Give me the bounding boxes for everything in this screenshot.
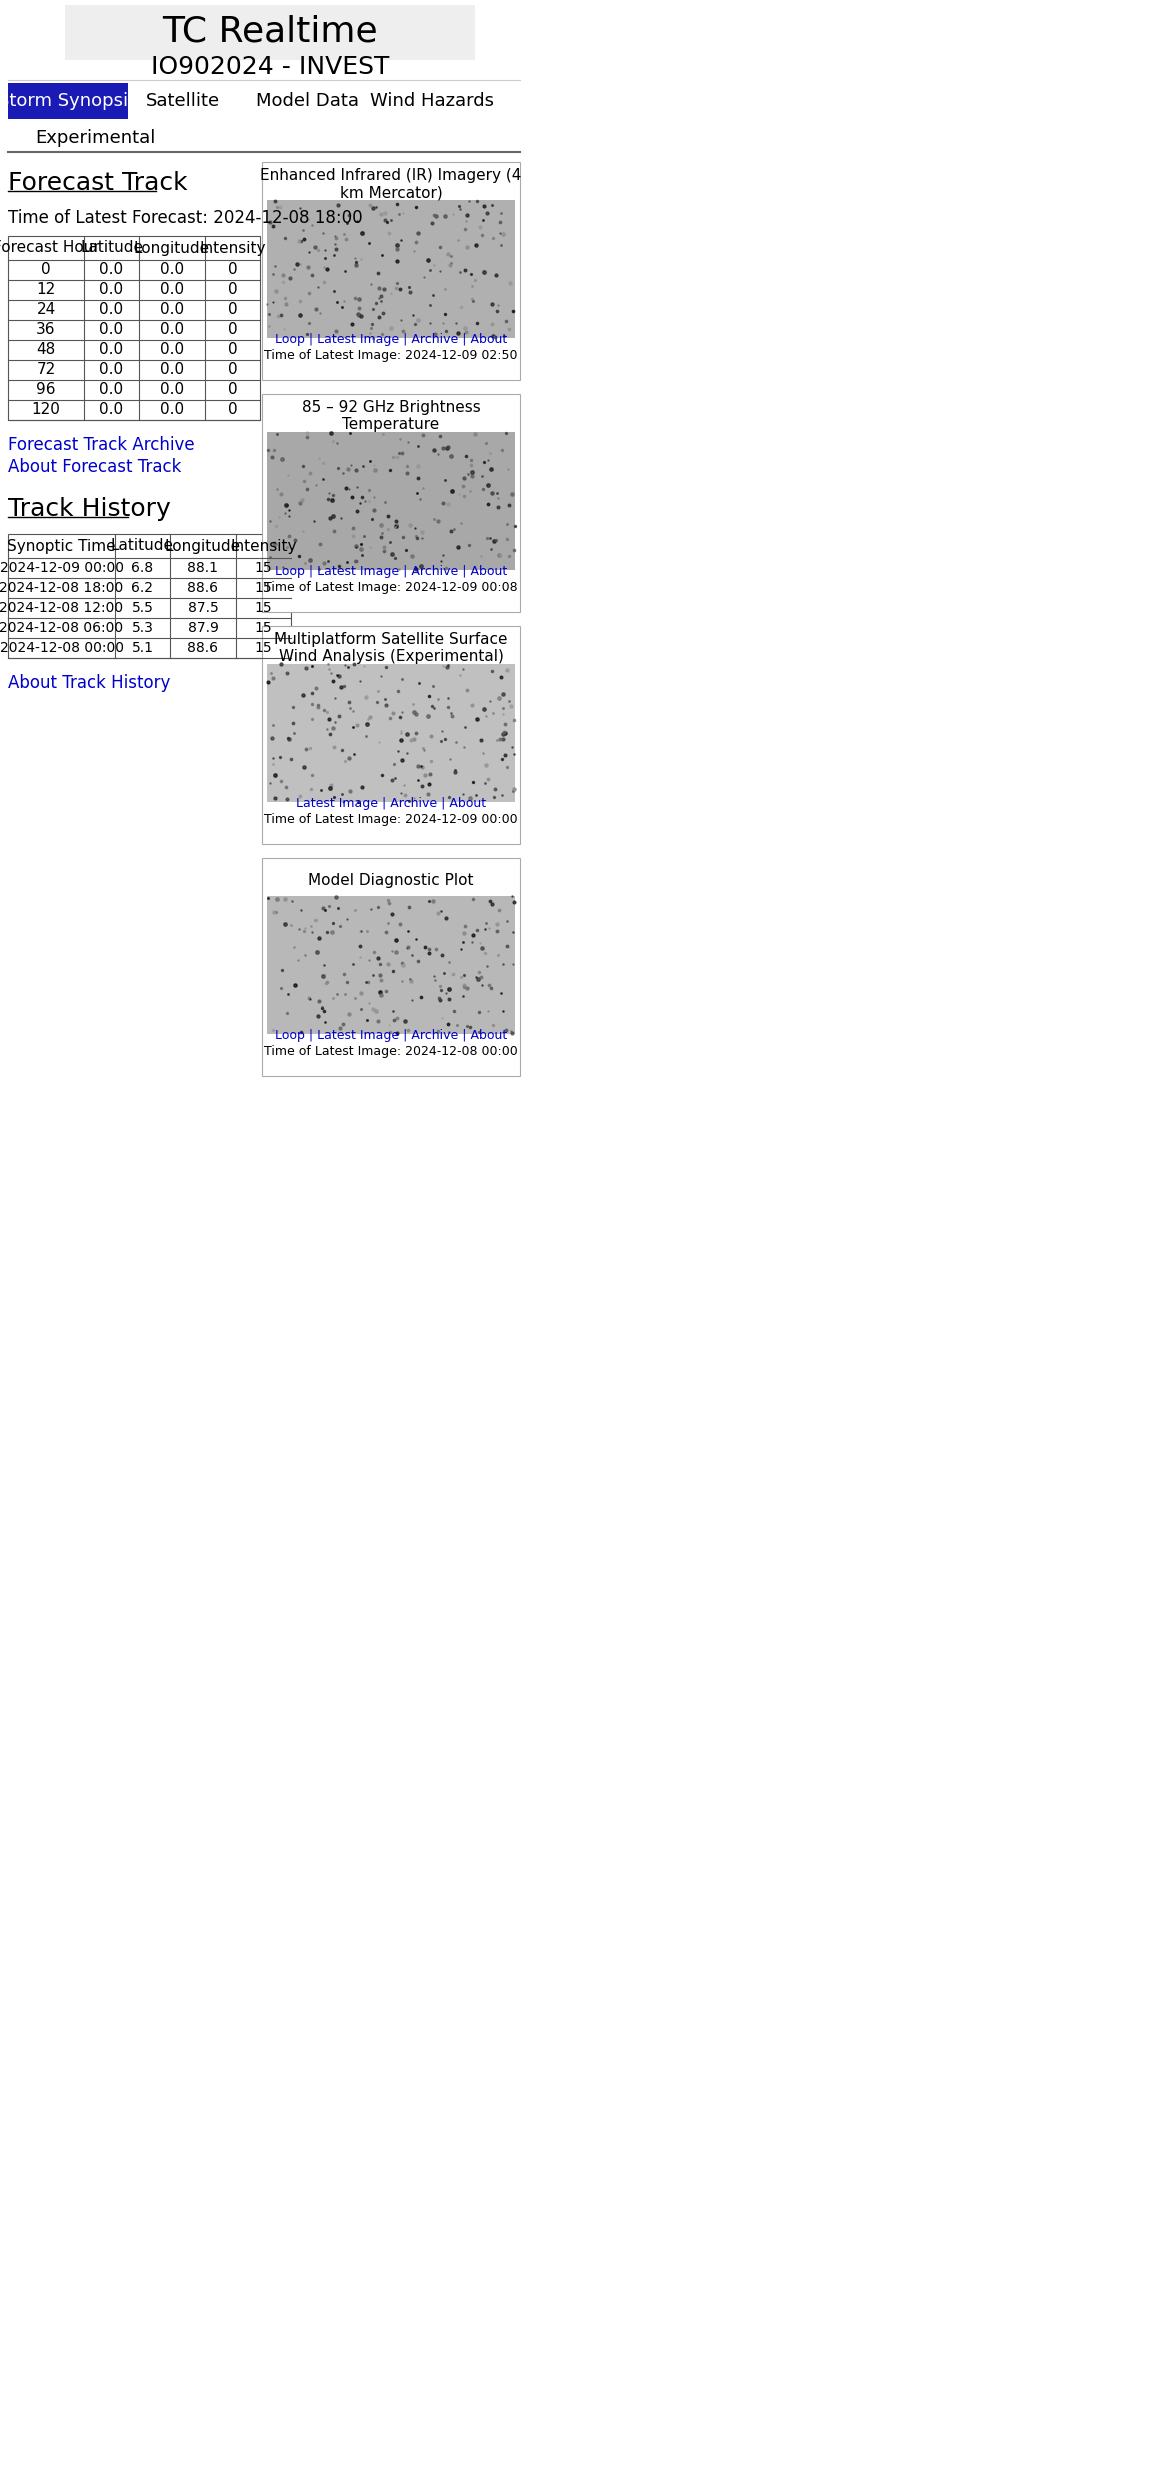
Text: 15: 15	[255, 580, 273, 595]
Text: 0.0: 0.0	[160, 383, 185, 398]
Text: 0.0: 0.0	[160, 282, 185, 296]
Text: 0.0: 0.0	[160, 363, 185, 378]
Bar	[262, 625, 520, 845]
Text: 0.0: 0.0	[160, 403, 185, 417]
Bar	[262, 163, 520, 380]
Bar	[267, 897, 515, 1035]
Text: 2024-12-09 00:00: 2024-12-09 00:00	[0, 561, 123, 576]
Text: 0: 0	[228, 343, 238, 358]
Text: 6.2: 6.2	[132, 580, 154, 595]
Text: Model Diagnostic Plot: Model Diagnostic Plot	[308, 872, 474, 887]
Text: 12: 12	[36, 282, 55, 296]
Text: Storm Synopsis: Storm Synopsis	[0, 91, 138, 111]
Text: About Forecast Track: About Forecast Track	[8, 457, 181, 477]
Text: Time of Latest Forecast: 2024-12-08 18:00: Time of Latest Forecast: 2024-12-08 18:0…	[8, 210, 362, 227]
Text: About Track History: About Track History	[8, 674, 171, 692]
Text: Intensity: Intensity	[230, 538, 296, 553]
Bar	[267, 200, 515, 338]
Text: 0.0: 0.0	[100, 383, 123, 398]
Text: Loop | Latest Image | Archive | About: Loop | Latest Image | Archive | About	[275, 1030, 507, 1042]
Text: 48: 48	[36, 343, 55, 358]
Text: 15: 15	[255, 642, 273, 655]
Text: 2024-12-08 00:00: 2024-12-08 00:00	[0, 642, 123, 655]
Text: 96: 96	[36, 383, 55, 398]
Text: Latitude: Latitude	[80, 240, 143, 254]
Text: 0.0: 0.0	[160, 262, 185, 277]
Bar	[8, 84, 128, 119]
Text: Loop | Latest Image | Archive | About: Loop | Latest Image | Archive | About	[275, 333, 507, 346]
Text: 87.9: 87.9	[187, 620, 219, 635]
Text: 87.5: 87.5	[188, 600, 219, 615]
Text: Forecast Track: Forecast Track	[8, 170, 188, 195]
Bar	[267, 432, 515, 571]
Text: 2024-12-08 06:00: 2024-12-08 06:00	[0, 620, 123, 635]
Text: Time of Latest Image: 2024-12-09 00:08: Time of Latest Image: 2024-12-09 00:08	[265, 580, 517, 595]
Bar	[267, 664, 515, 803]
Text: 0.0: 0.0	[100, 301, 123, 319]
Text: Latitude: Latitude	[111, 538, 174, 553]
Text: Longitude: Longitude	[134, 240, 211, 254]
Text: Intensity: Intensity	[199, 240, 266, 254]
Text: 0.0: 0.0	[160, 301, 185, 319]
Text: Time of Latest Image: 2024-12-08 00:00: Time of Latest Image: 2024-12-08 00:00	[265, 1045, 517, 1060]
Text: 6.8: 6.8	[132, 561, 154, 576]
Text: 88.6: 88.6	[187, 580, 219, 595]
Text: 0: 0	[228, 324, 238, 338]
Text: 24: 24	[36, 301, 55, 319]
Text: 5.3: 5.3	[132, 620, 153, 635]
Text: 0.0: 0.0	[160, 324, 185, 338]
Text: 0: 0	[228, 383, 238, 398]
Text: 0: 0	[228, 301, 238, 319]
Text: 0: 0	[228, 363, 238, 378]
Text: 0.0: 0.0	[100, 262, 123, 277]
Text: 88.6: 88.6	[187, 642, 219, 655]
Text: 0.0: 0.0	[160, 343, 185, 358]
Text: Forecast Hour: Forecast Hour	[0, 240, 100, 254]
Text: Longitude: Longitude	[165, 538, 241, 553]
Bar	[262, 395, 520, 613]
Text: 88.1: 88.1	[187, 561, 219, 576]
Text: 0.0: 0.0	[100, 363, 123, 378]
Bar	[8, 534, 290, 657]
Text: 2024-12-08 12:00: 2024-12-08 12:00	[0, 600, 123, 615]
Text: Experimental: Experimental	[35, 128, 155, 148]
Text: 0: 0	[228, 282, 238, 296]
Text: Track History: Track History	[8, 496, 171, 521]
Text: 15: 15	[255, 561, 273, 576]
Text: 0.0: 0.0	[100, 343, 123, 358]
Text: Synoptic Time: Synoptic Time	[7, 538, 115, 553]
Text: Model Data: Model Data	[255, 91, 359, 111]
Text: 5.5: 5.5	[132, 600, 153, 615]
Text: 15: 15	[255, 620, 273, 635]
Bar	[65, 5, 475, 59]
Text: Satellite: Satellite	[146, 91, 220, 111]
Text: 0.0: 0.0	[100, 324, 123, 338]
Text: 0.0: 0.0	[100, 282, 123, 296]
Text: Forecast Track Archive: Forecast Track Archive	[8, 437, 194, 454]
Text: 15: 15	[255, 600, 273, 615]
Text: Wind Hazards: Wind Hazards	[370, 91, 494, 111]
Text: 0.0: 0.0	[100, 403, 123, 417]
Text: Latest Image | Archive | About: Latest Image | Archive | About	[296, 798, 486, 810]
Text: Multiplatform Satellite Surface
Wind Analysis (Experimental): Multiplatform Satellite Surface Wind Ana…	[274, 632, 508, 664]
Text: Enhanced Infrared (IR) Imagery (4
km Mercator): Enhanced Infrared (IR) Imagery (4 km Mer…	[260, 168, 522, 200]
Text: 5.1: 5.1	[132, 642, 154, 655]
Text: 85 – 92 GHz Brightness
Temperature: 85 – 92 GHz Brightness Temperature	[301, 400, 480, 432]
Text: 2024-12-08 18:00: 2024-12-08 18:00	[0, 580, 123, 595]
Text: 120: 120	[32, 403, 60, 417]
Text: TC Realtime: TC Realtime	[162, 15, 377, 49]
Text: 0: 0	[228, 262, 238, 277]
Text: Loop | Latest Image | Archive | About: Loop | Latest Image | Archive | About	[275, 566, 507, 578]
Text: Time of Latest Image: 2024-12-09 00:00: Time of Latest Image: 2024-12-09 00:00	[265, 813, 517, 827]
Bar	[262, 857, 520, 1077]
Text: Time of Latest Image: 2024-12-09 02:50: Time of Latest Image: 2024-12-09 02:50	[265, 348, 517, 363]
Text: 0: 0	[228, 403, 238, 417]
Text: IO902024 - INVEST: IO902024 - INVEST	[151, 54, 389, 79]
Text: 36: 36	[36, 324, 55, 338]
Bar	[8, 237, 260, 420]
Text: 0: 0	[41, 262, 51, 277]
Text: 72: 72	[36, 363, 55, 378]
